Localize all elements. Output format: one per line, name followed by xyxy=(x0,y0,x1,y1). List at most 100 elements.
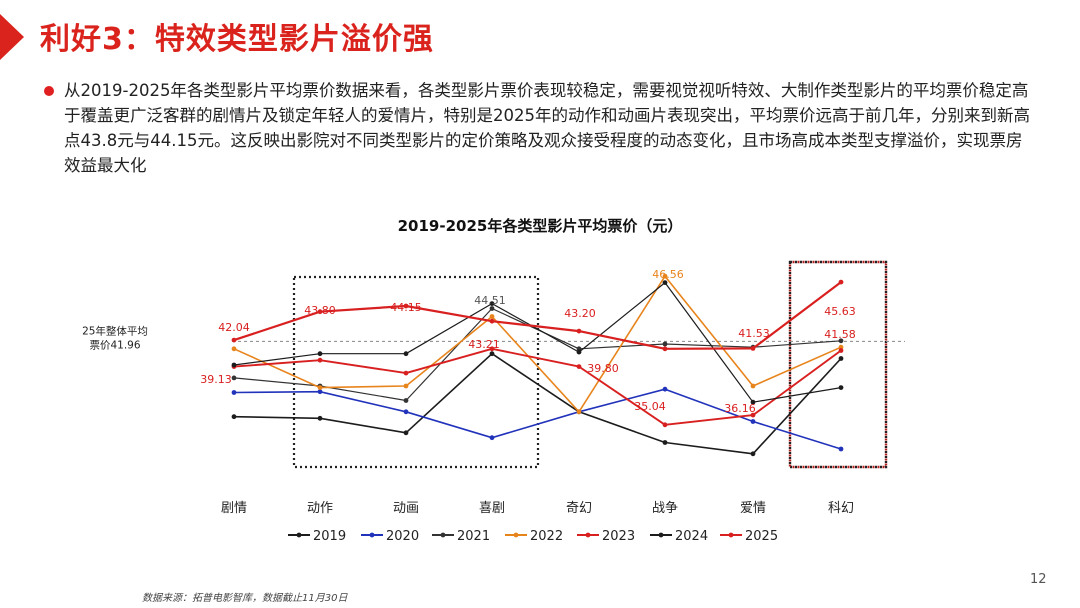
series-line-2019 xyxy=(233,352,842,455)
data-point xyxy=(662,440,668,445)
data-point xyxy=(576,409,582,415)
summary-bullet: 从2019-2025年各类型影片平均票价数据来看，各类型影片票价表现较稳定，需要… xyxy=(44,78,1034,178)
legend-item-2021: 2021 xyxy=(432,529,490,544)
series-line-2024 xyxy=(233,281,842,403)
data-point xyxy=(489,314,495,319)
page-title: 利好3：特效类型影片溢价强 xyxy=(40,22,434,57)
title-arrow-icon xyxy=(0,14,24,60)
series-line-2023 xyxy=(233,347,842,426)
series-2024 xyxy=(231,280,844,405)
legend: 2019 2020 2021 2022 2023 2024 2025 xyxy=(288,529,778,544)
data-point xyxy=(489,318,495,324)
data-point xyxy=(231,337,237,343)
legend-item-2025: 2025 xyxy=(720,529,778,544)
data-point xyxy=(403,383,409,389)
data-point xyxy=(662,273,668,279)
data-point xyxy=(838,446,844,452)
data-point xyxy=(750,451,756,457)
data-point xyxy=(489,346,495,352)
reference-line-label-2: 票价41.96 xyxy=(89,339,140,351)
highlight-box-action-animation-comedy xyxy=(292,275,540,469)
data-point xyxy=(317,351,323,357)
reference-line-label-1: 25年整体平均 xyxy=(82,324,148,337)
page-number: 12 xyxy=(1030,572,1047,587)
data-point xyxy=(403,409,409,415)
data-label: 46.56 xyxy=(652,268,684,281)
x-tick-label: 爱情 xyxy=(740,501,766,516)
data-point xyxy=(750,399,756,405)
data-point xyxy=(838,348,844,353)
legend-item-2023: 2023 xyxy=(577,529,635,544)
legend-marker xyxy=(728,532,734,538)
data-point xyxy=(489,301,495,306)
legend-label: 2024 xyxy=(675,529,708,544)
data-point xyxy=(231,375,237,381)
data-point xyxy=(750,383,756,389)
data-point xyxy=(576,349,582,355)
legend-item-2020: 2020 xyxy=(361,529,419,544)
data-point xyxy=(838,344,844,350)
data-point xyxy=(317,357,323,363)
series-lines xyxy=(231,273,844,457)
x-tick-label: 奇幻 xyxy=(566,500,592,516)
x-tick-label: 战争 xyxy=(652,501,678,516)
series-2025 xyxy=(231,279,844,352)
legend-marker xyxy=(585,532,591,538)
data-point xyxy=(576,346,582,352)
x-tick-label: 喜剧 xyxy=(479,501,505,516)
data-labels: 42.04 39.13 43.80 44.15 44.51 43.21 43.2… xyxy=(200,268,856,415)
data-point xyxy=(750,412,756,418)
data-label: 43.21 xyxy=(468,338,500,351)
data-point xyxy=(231,390,237,395)
data-label: 36.16 xyxy=(724,402,756,415)
bullet-dot-icon xyxy=(44,86,54,96)
data-point xyxy=(403,370,409,376)
x-tick-label: 科幻 xyxy=(828,501,854,516)
data-point xyxy=(576,328,582,334)
data-point xyxy=(403,303,409,309)
legend-marker xyxy=(296,532,302,538)
legend-label: 2023 xyxy=(602,529,635,544)
x-axis: 剧情 动作 动画 喜剧 奇幻 战争 爱情 科幻 xyxy=(221,500,854,516)
data-label: 41.53 xyxy=(738,327,770,340)
legend-marker xyxy=(513,532,519,538)
legend-item-2024: 2024 xyxy=(650,529,708,544)
data-point xyxy=(231,414,237,420)
legend-label: 2020 xyxy=(386,529,419,544)
data-label: 45.63 xyxy=(824,305,856,318)
title-bar: 利好3：特效类型影片溢价强 xyxy=(0,0,1080,72)
x-tick-label: 动作 xyxy=(307,501,333,516)
legend-label: 2022 xyxy=(530,529,563,544)
chart-title: 2019-2025年各类型影片平均票价（元） xyxy=(398,217,683,235)
data-point xyxy=(662,422,668,428)
legend-marker xyxy=(658,532,664,538)
line-chart: 2019-2025年各类型影片平均票价（元） 25年整体平均 票价41.96 剧… xyxy=(82,217,905,544)
x-tick-label: 剧情 xyxy=(221,501,247,516)
legend-label: 2019 xyxy=(313,529,346,544)
data-point xyxy=(403,430,409,436)
series-line-2022 xyxy=(233,275,842,413)
data-point xyxy=(317,415,323,421)
data-point xyxy=(662,346,668,352)
data-label: 44.15 xyxy=(390,301,422,314)
data-point xyxy=(662,386,668,392)
data-point xyxy=(489,435,495,441)
data-label: 39.13 xyxy=(200,373,232,386)
highlight-box-scifi-red xyxy=(788,260,888,469)
data-label: 39.80 xyxy=(587,362,619,375)
data-point xyxy=(838,356,844,361)
highlight-box-scifi-black xyxy=(788,260,888,469)
data-label: 35.04 xyxy=(634,400,666,413)
data-source-note: 数据来源：拓普电影智库，数据截止11月30日 xyxy=(142,593,348,604)
data-label: 43.20 xyxy=(564,307,596,320)
series-2022 xyxy=(231,273,844,415)
data-point xyxy=(403,351,409,357)
data-point xyxy=(750,346,756,351)
data-point xyxy=(489,351,495,357)
legend-item-2019: 2019 xyxy=(288,529,346,544)
summary-text: 从2019-2025年各类型影片平均票价数据来看，各类型影片票价表现较稳定，需要… xyxy=(64,81,1030,175)
data-point xyxy=(838,279,844,285)
x-tick-label: 动画 xyxy=(393,501,419,516)
data-label: 42.04 xyxy=(218,321,250,334)
series-line-2025 xyxy=(233,281,842,350)
